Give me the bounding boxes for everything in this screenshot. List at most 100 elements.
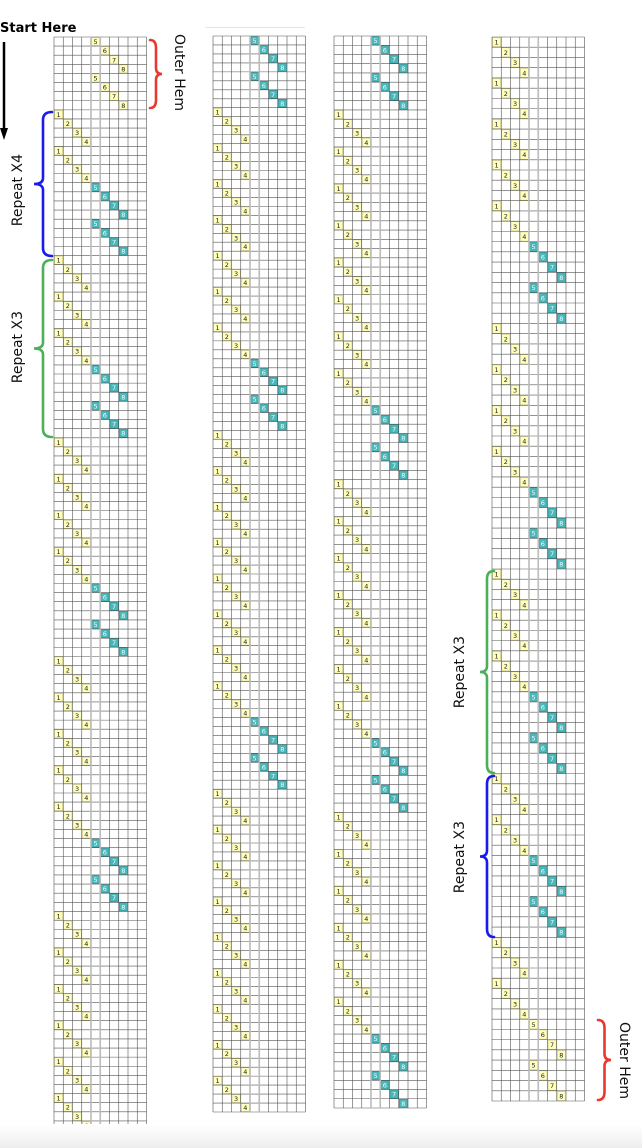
stitch-number: 1 — [337, 924, 341, 932]
stitch-number: 3 — [513, 427, 517, 435]
stitch-cell-1 — [213, 789, 223, 798]
stitch-cell-1 — [54, 437, 64, 447]
stitch-cell-3 — [352, 867, 362, 877]
stitch-cell-8 — [118, 866, 128, 875]
stitch-cell-7 — [268, 90, 278, 99]
stitch-number: 2 — [225, 1050, 229, 1058]
stitch-number: 1 — [337, 850, 341, 858]
stitch-cell-2 — [222, 1049, 232, 1058]
stitch-cell-3 — [72, 274, 82, 283]
stitch-cell-2 — [63, 1066, 73, 1076]
stitch-number: 5 — [374, 37, 378, 45]
stitch-number: 3 — [75, 676, 79, 684]
stitch-number: 4 — [243, 243, 247, 251]
stitch-cell-2 — [501, 88, 511, 99]
stitch-number: 8 — [121, 248, 125, 256]
stitch-cell-3 — [352, 941, 362, 951]
stitch-number: 2 — [346, 342, 350, 350]
stitch-cell-2 — [343, 858, 353, 868]
stitch-number: 3 — [234, 1095, 238, 1103]
stitch-number: 2 — [346, 564, 350, 572]
stitch-cell-2 — [222, 1085, 232, 1094]
stitch-cell-3 — [231, 592, 241, 601]
stitch-number: 4 — [243, 817, 247, 825]
stitch-cell-8 — [118, 392, 128, 402]
stitch-number: 3 — [355, 980, 359, 988]
stitch-number: 7 — [550, 264, 554, 272]
stitch-number: 3 — [234, 952, 238, 960]
stitch-number: 4 — [84, 284, 88, 292]
stitch-cell-3 — [510, 671, 520, 682]
stitch-number: 3 — [355, 240, 359, 248]
stitch-cell-1 — [492, 937, 502, 948]
stitch-number: 6 — [103, 375, 107, 383]
stitch-cell-2 — [343, 525, 353, 535]
stitch-cell-3 — [510, 57, 520, 68]
stitch-number: 6 — [262, 82, 266, 90]
stitch-number: 1 — [337, 148, 341, 156]
stitch-cell-2 — [222, 905, 232, 915]
stitch-number: 2 — [346, 157, 350, 165]
stitch-cell-3 — [231, 843, 241, 852]
stitch-number: 4 — [84, 830, 88, 838]
stitch-number: 5 — [532, 734, 536, 742]
stitch-cell-7 — [547, 876, 557, 886]
repeat-x3-brace-green — [479, 569, 496, 775]
stitch-cell-7 — [109, 893, 119, 903]
stitch-number: 2 — [504, 376, 508, 384]
stitch-number: 3 — [75, 129, 79, 137]
stitch-number: 3 — [355, 906, 359, 914]
stitch-number: 3 — [355, 610, 359, 618]
stitch-cell-1 — [213, 645, 223, 655]
stitch-cell-1 — [54, 292, 64, 301]
stitch-number: 2 — [66, 1067, 70, 1075]
stitch-number: 2 — [66, 776, 70, 784]
stitch-number: 2 — [225, 871, 229, 879]
stitch-number: 6 — [103, 630, 107, 638]
stitch-number: 6 — [541, 1072, 545, 1080]
stitch-number: 4 — [243, 925, 247, 933]
stitch-number: 5 — [253, 754, 257, 762]
stitch-cell-2 — [343, 562, 353, 572]
stitch-number: 4 — [243, 207, 247, 215]
stitch-cell-2 — [63, 155, 73, 165]
stitch-number: 3 — [355, 869, 359, 877]
stitch-cell-2 — [343, 1006, 353, 1016]
stitch-cell-7 — [547, 712, 557, 723]
stitch-cell-3 — [72, 1111, 82, 1121]
stitch-cell-1 — [213, 179, 223, 189]
stitch-cell-2 — [501, 620, 511, 631]
stitch-number: 2 — [225, 118, 229, 126]
stitch-cell-3 — [510, 344, 520, 354]
stitch-cell-2 — [222, 475, 232, 485]
stitch-cell-1 — [54, 255, 64, 265]
stitch-cell-1 — [213, 861, 223, 870]
stitch-cell-8 — [398, 1061, 408, 1071]
stitch-number: 2 — [225, 225, 229, 233]
stitch-number: 3 — [355, 167, 359, 175]
stitch-cell-2 — [501, 211, 511, 221]
stitch-number: 3 — [513, 346, 517, 354]
stitch-number: 7 — [392, 425, 396, 433]
stitch-number: 1 — [57, 330, 61, 338]
stitch-cell-2 — [63, 665, 73, 675]
stitch-number: 5 — [94, 402, 98, 410]
stitch-cell-1 — [213, 143, 223, 153]
stitch-number: 1 — [216, 575, 220, 583]
stitch-number: 3 — [355, 943, 359, 951]
stitch-cell-8 — [277, 385, 287, 395]
stitch-number: 1 — [337, 370, 341, 378]
stitch-number: 6 — [262, 369, 266, 377]
stitch-cell-2 — [343, 267, 353, 277]
stitch-number: 1 — [495, 202, 499, 210]
stitch-number: 3 — [75, 931, 79, 939]
stitch-number: 8 — [280, 423, 284, 431]
outer-hem-brace-bottom — [596, 1018, 612, 1102]
stitch-number: 3 — [75, 1113, 79, 1121]
stitch-number: 1 — [495, 39, 499, 47]
stitch-number: 2 — [504, 949, 508, 957]
stitch-cell-2 — [63, 301, 73, 311]
stitch-cell-3 — [352, 202, 362, 212]
stitch-cell-3 — [231, 950, 241, 960]
stitch-cell-2 — [343, 193, 353, 203]
